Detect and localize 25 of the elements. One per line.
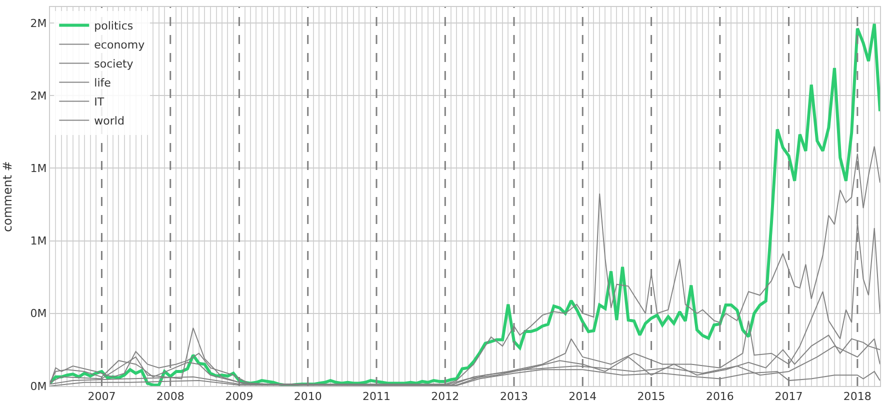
x-tick-label: 2017: [774, 390, 803, 404]
y-tick-label: 0M: [30, 380, 47, 393]
x-tick-label: 2014: [568, 390, 597, 404]
x-tick-label: 2013: [500, 390, 528, 404]
x-tick-label: 2016: [706, 390, 734, 404]
legend-label: politics: [94, 20, 134, 33]
y-tick-label: 2M: [30, 89, 47, 102]
y-tick-label: 0M: [30, 307, 47, 320]
legend-label: life: [94, 76, 112, 90]
y-tick-label: 1M: [30, 162, 47, 176]
x-tick-label: 2009: [225, 390, 254, 404]
x-tick-label: 2008: [156, 390, 184, 404]
legend-label: economy: [94, 38, 146, 52]
x-tick-label: 2018: [843, 390, 872, 404]
y-axis-title: comment #: [0, 161, 15, 232]
y-tick-label: 2M: [30, 16, 47, 30]
legend-label: world: [94, 114, 124, 128]
x-tick-label: 2011: [362, 390, 391, 404]
x-tick-label: 2007: [88, 390, 116, 404]
x-tick-label: 2015: [637, 390, 666, 404]
x-tick-label: 2012: [431, 390, 460, 404]
x-tick-label: 2010: [294, 390, 322, 404]
legend-label: IT: [94, 96, 104, 109]
y-tick-label: 1M: [30, 234, 47, 248]
legend-label: society: [94, 58, 134, 71]
